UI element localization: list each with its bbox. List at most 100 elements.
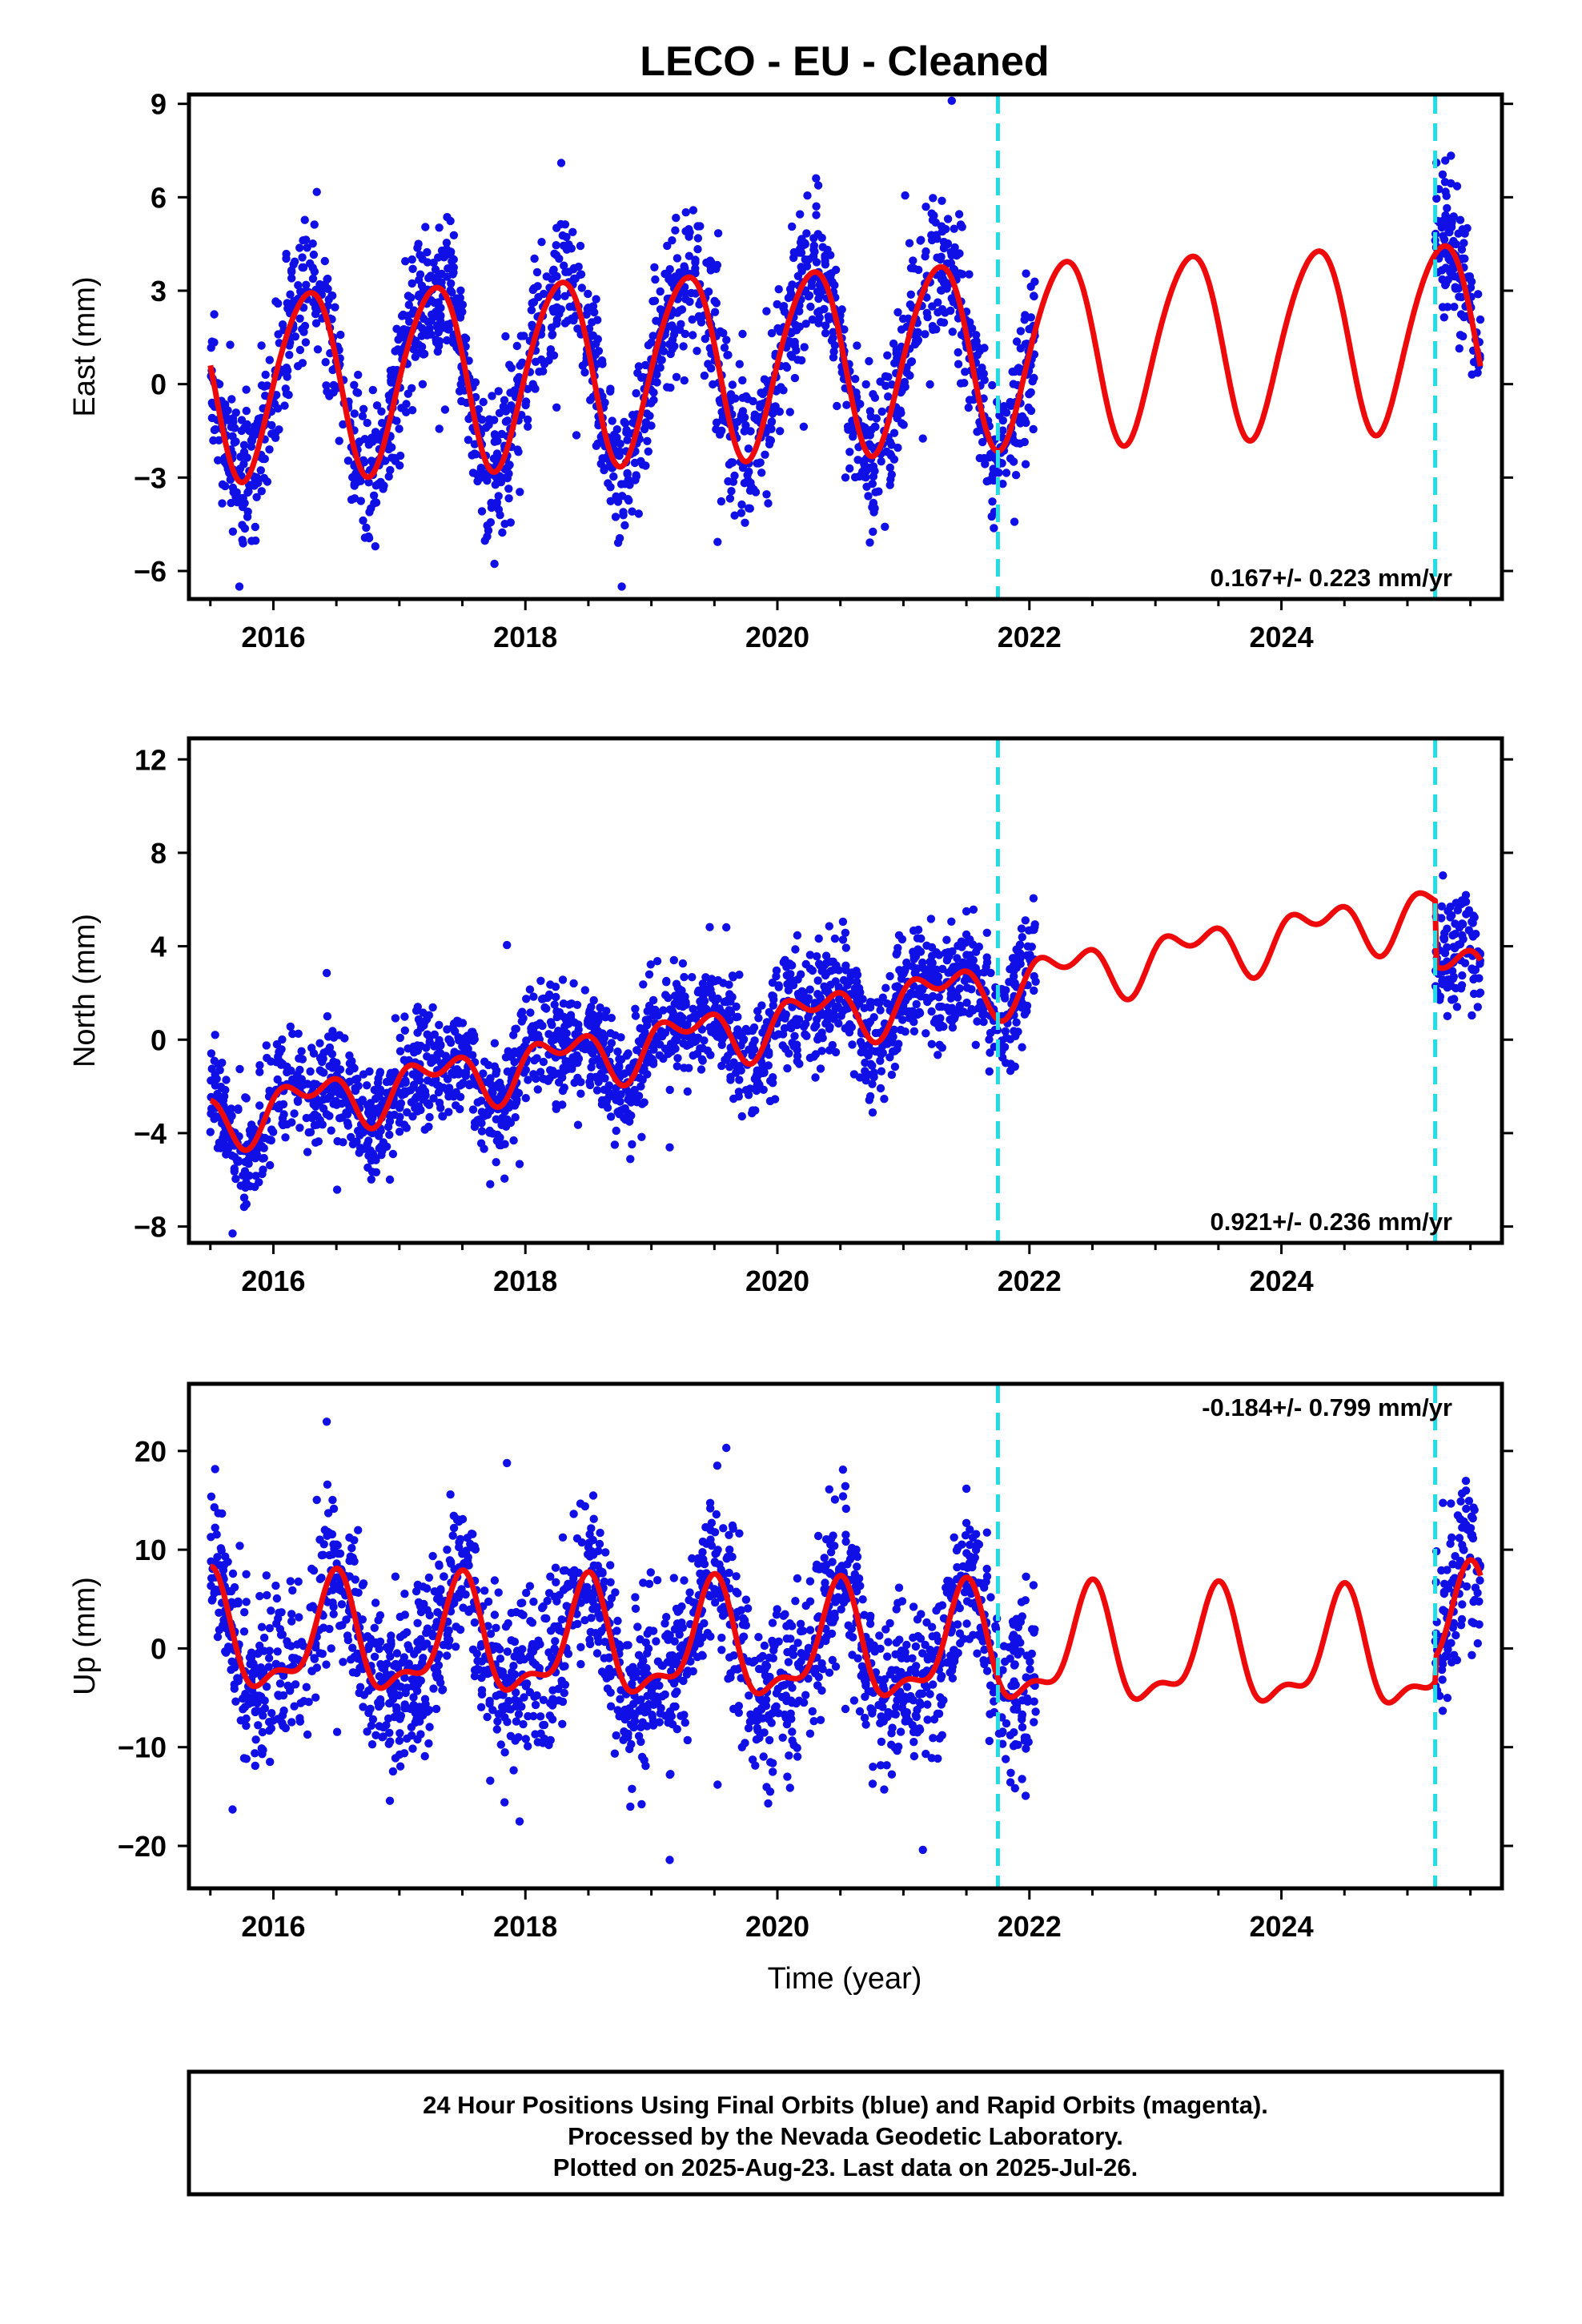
data-point: [820, 304, 829, 314]
data-point: [788, 961, 797, 970]
data-point: [560, 1022, 569, 1031]
data-point: [730, 471, 739, 480]
data-point: [656, 1703, 665, 1713]
data-point: [524, 1076, 532, 1084]
data-point: [449, 1092, 458, 1101]
data-point: [487, 503, 496, 513]
data-point: [665, 1085, 674, 1095]
data-point: [673, 993, 682, 1002]
data-point: [509, 1766, 518, 1775]
data-point: [564, 1000, 574, 1009]
data-point: [837, 1605, 845, 1614]
data-point: [788, 1727, 797, 1736]
data-point: [255, 1061, 264, 1070]
data-point: [738, 463, 748, 472]
y-tick-label: −6: [134, 555, 167, 588]
data-point: [431, 265, 440, 274]
data-point: [356, 497, 365, 505]
data-point: [218, 499, 227, 508]
data-point: [290, 1109, 299, 1118]
data-point: [411, 352, 420, 361]
data-point: [802, 1031, 811, 1040]
y-tick-label: −8: [134, 1211, 167, 1244]
data-point: [210, 425, 219, 435]
data-point: [1457, 245, 1467, 254]
data-point: [318, 1120, 327, 1129]
data-point: [287, 274, 296, 283]
data-point: [727, 487, 736, 496]
data-point: [430, 1042, 439, 1051]
data-point: [574, 1054, 584, 1063]
data-point: [1021, 916, 1030, 925]
data-point: [531, 1700, 540, 1710]
data-point: [444, 1084, 454, 1092]
data-point: [392, 1649, 402, 1658]
data-point: [396, 1112, 404, 1121]
data-point: [384, 472, 393, 481]
data-point: [648, 332, 657, 340]
data-point: [845, 464, 854, 473]
data-point: [590, 1025, 599, 1035]
data-point: [717, 1633, 726, 1642]
data-point: [616, 440, 624, 448]
data-point: [282, 249, 291, 259]
data-point: [652, 957, 662, 966]
data-point: [448, 287, 456, 297]
data-point: [1021, 460, 1030, 468]
data-point: [211, 1081, 220, 1090]
data-point: [803, 191, 812, 200]
data-point: [652, 1637, 661, 1646]
data-point: [512, 341, 521, 351]
data-point: [329, 380, 338, 390]
data-point: [227, 1151, 236, 1160]
data-point: [635, 1073, 644, 1083]
data-point: [639, 980, 648, 989]
data-point: [633, 1622, 642, 1631]
data-point: [950, 224, 958, 233]
data-point: [760, 1068, 769, 1077]
data-point: [619, 511, 628, 520]
data-point: [408, 406, 417, 415]
data-point: [1009, 457, 1018, 466]
data-point: [395, 424, 404, 433]
data-point: [865, 1092, 875, 1101]
data-point: [388, 1149, 398, 1159]
data-point: [732, 1002, 741, 1011]
y-tick-label: 0: [151, 1023, 167, 1056]
data-point: [322, 968, 331, 978]
data-point: [500, 520, 509, 529]
data-point: [544, 1030, 553, 1039]
data-point: [265, 445, 274, 454]
data-point: [568, 227, 577, 236]
data-point: [961, 368, 970, 376]
data-point: [519, 1610, 528, 1620]
data-point: [376, 1142, 385, 1152]
data-point: [440, 405, 450, 414]
data-point: [312, 187, 321, 196]
data-point: [720, 1009, 729, 1019]
data-point: [371, 1598, 380, 1607]
data-point: [432, 1704, 441, 1714]
data-point: [632, 388, 640, 398]
data-point: [531, 384, 540, 393]
data-point: [1030, 373, 1038, 383]
data-point: [511, 1113, 520, 1122]
data-point: [636, 1082, 645, 1091]
y-tick-label: 3: [151, 275, 167, 308]
data-point: [870, 393, 880, 402]
data-point: [523, 415, 532, 424]
data-point: [310, 1120, 319, 1130]
data-point: [500, 396, 509, 404]
data-point: [743, 1604, 753, 1613]
data-point: [435, 223, 444, 232]
data-point: [1441, 156, 1450, 165]
data-point: [428, 1078, 436, 1087]
data-point: [244, 487, 253, 496]
data-point: [774, 983, 783, 991]
data-point: [1475, 974, 1484, 983]
data-point: [656, 356, 665, 365]
data-point: [230, 1164, 239, 1173]
data-point: [235, 582, 244, 591]
data-point: [741, 518, 749, 527]
data-point: [698, 1056, 707, 1065]
